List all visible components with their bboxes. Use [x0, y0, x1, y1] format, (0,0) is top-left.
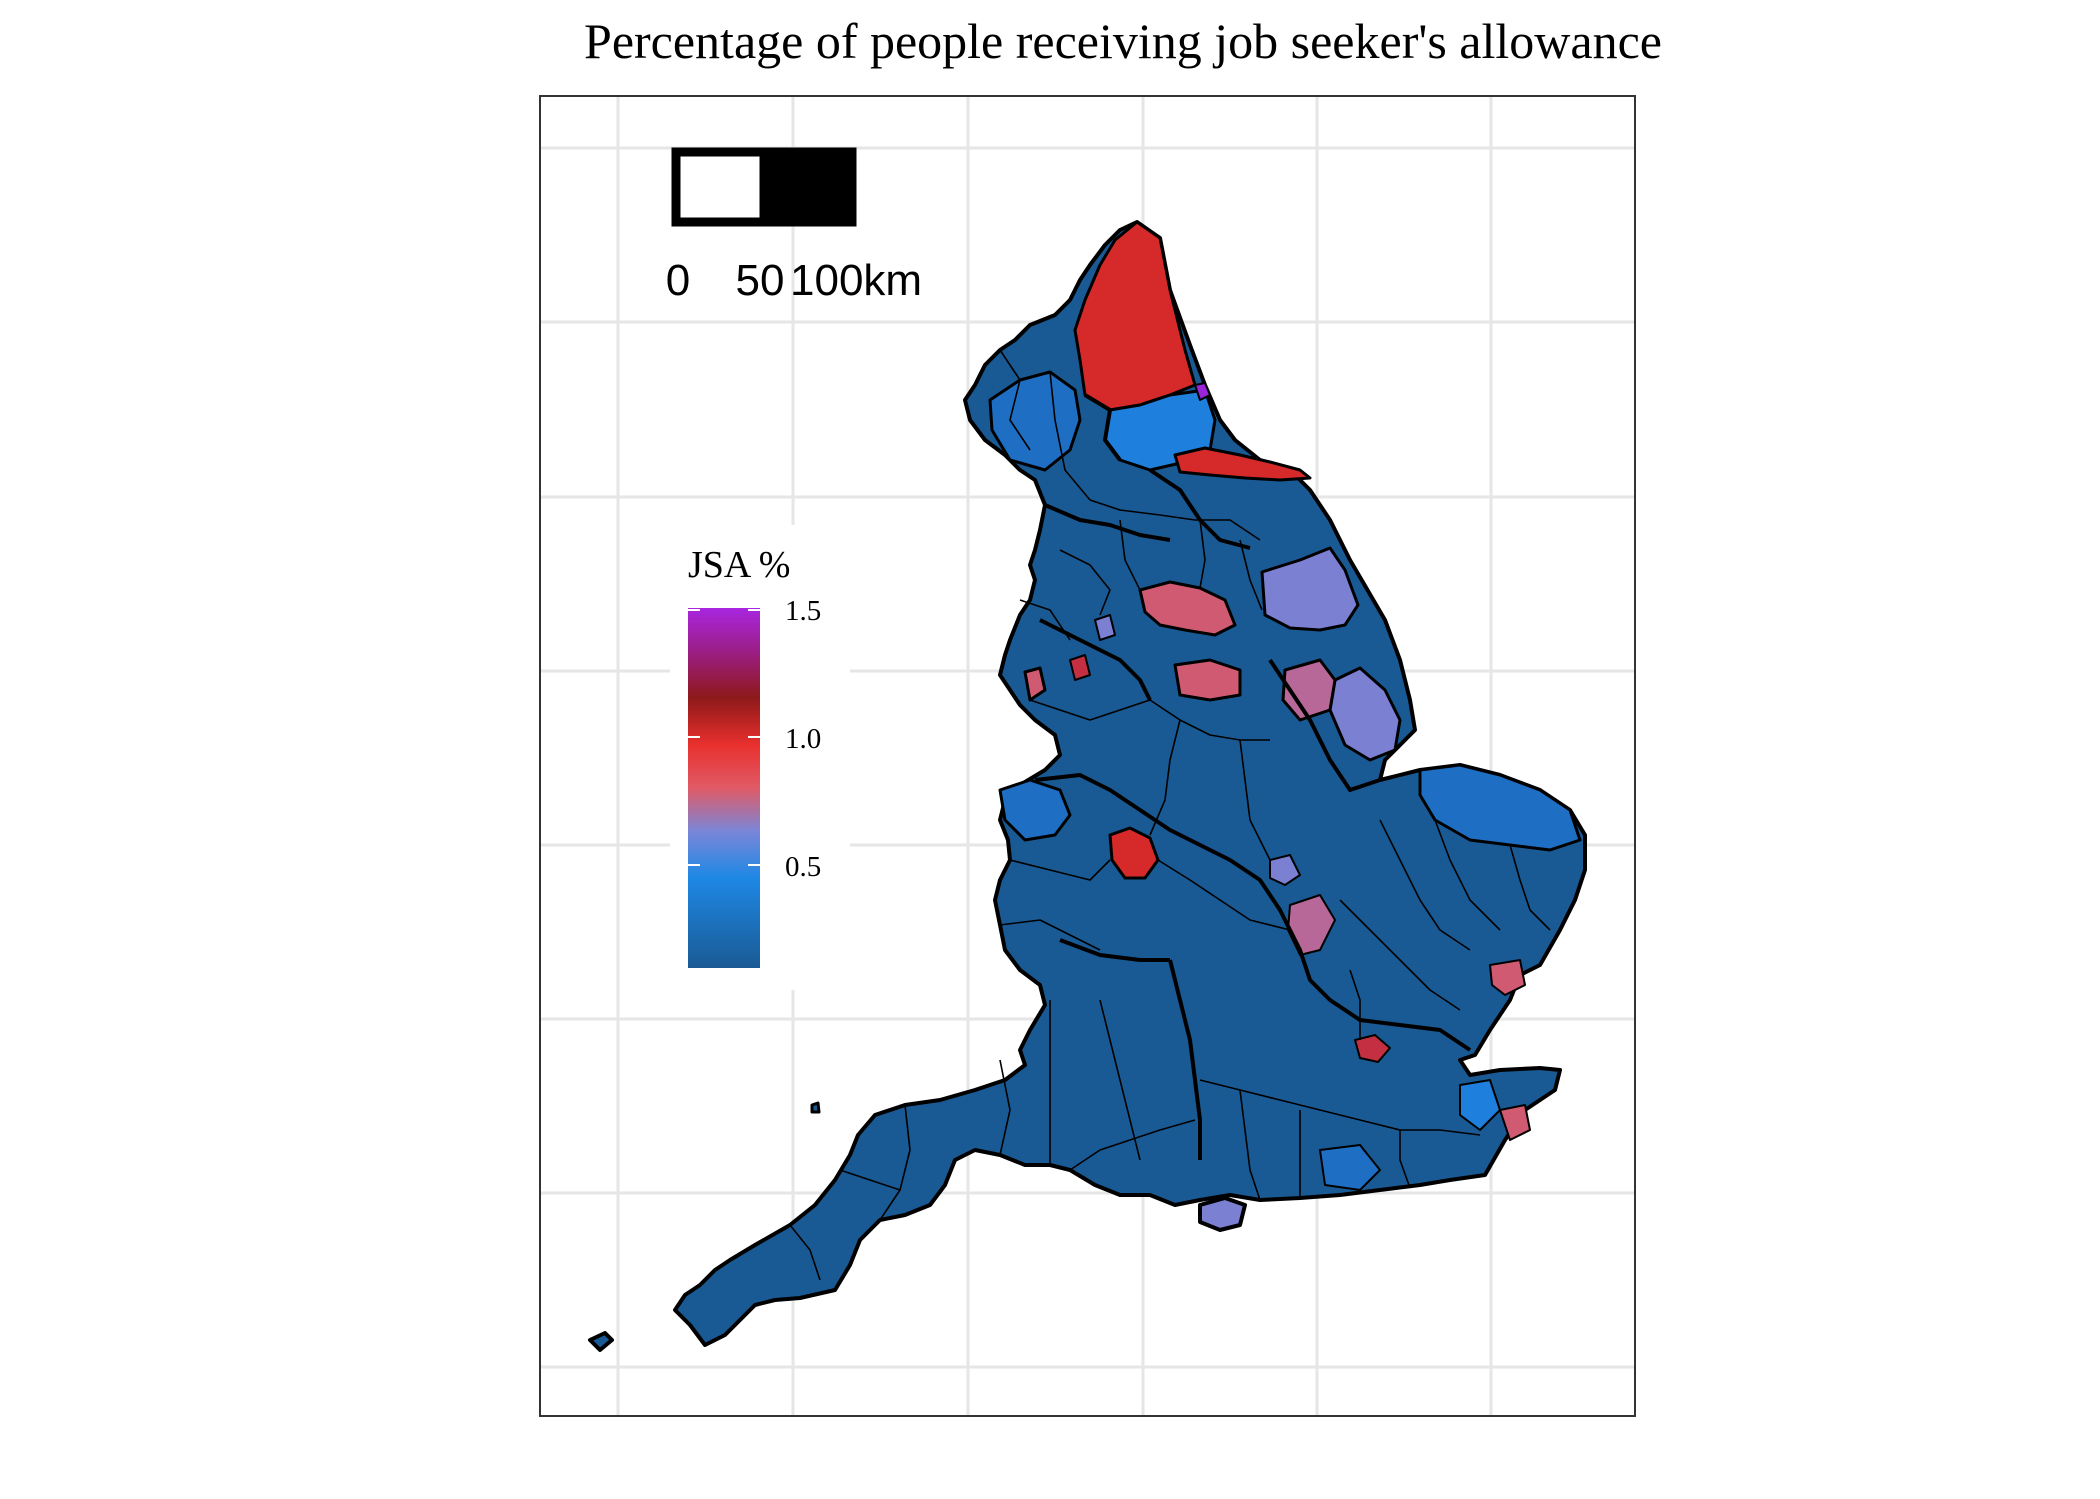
legend-tick-1.0: 1.0: [785, 723, 821, 755]
lincolnshire-pink: [1281, 658, 1337, 722]
isle-of-wight: [1198, 1196, 1247, 1232]
tyneside-purple: [1194, 382, 1211, 401]
kent-mid: [1459, 1079, 1501, 1131]
legend-tick-0.5: 0.5: [785, 851, 821, 883]
scale-label-50: 50: [736, 256, 785, 305]
liverpool-pink: [1023, 666, 1047, 702]
ipswich-pink: [1489, 959, 1526, 996]
legend-title: JSA %: [688, 544, 790, 586]
cumbria-light: [988, 370, 1082, 472]
legend: JSA % 1.5 1.0 0.5: [670, 525, 850, 990]
birmingham: [1108, 826, 1160, 880]
scale-label-0: 0: [666, 256, 690, 305]
leeds-bradford: [1138, 580, 1237, 637]
legend-tick-1.5: 1.5: [785, 595, 821, 627]
scale-bar-white-segment: [671, 147, 769, 227]
scale-bar: 0 50 100km: [666, 147, 922, 305]
leicester-lavender: [1269, 854, 1301, 886]
wales-border-light: [998, 778, 1072, 842]
tyne-wear-strip: [1173, 446, 1312, 482]
isles-of-scilly: [588, 1331, 614, 1352]
legend-ticks: [688, 609, 760, 866]
scale-label-100km: 100km: [790, 256, 922, 305]
chart-title: Percentage of people receiving job seeke…: [584, 13, 1662, 69]
sussex-light: [1319, 1144, 1381, 1191]
lincolnshire-east: [1328, 666, 1402, 762]
scale-bar-black-segment: [759, 147, 857, 227]
legend-colorbar: [688, 608, 760, 968]
lundy-island: [810, 1101, 821, 1114]
thanet-pink: [1499, 1104, 1531, 1141]
london-red: [1354, 1034, 1391, 1063]
sheffield-area: [1173, 658, 1242, 702]
east-riding: [1260, 546, 1360, 632]
norfolk: [1418, 763, 1582, 852]
authority-boundaries: [789, 349, 1551, 1281]
lancashire-lavender: [1094, 614, 1116, 641]
panel-border: [539, 95, 1636, 1417]
england-map: [588, 220, 1587, 1352]
manchester-red: [1069, 654, 1091, 681]
